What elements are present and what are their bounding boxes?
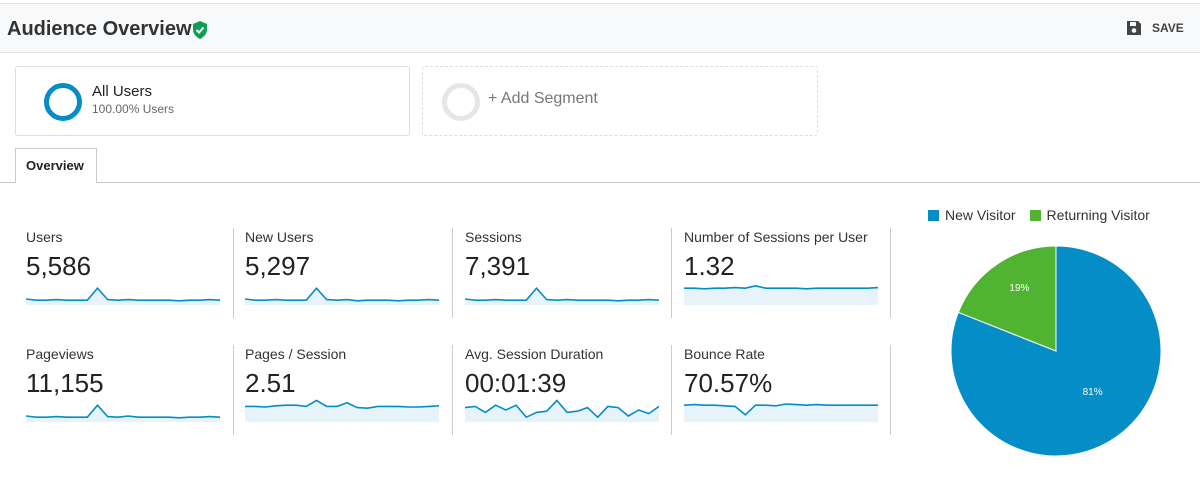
metric-value: 5,297 <box>245 251 311 281</box>
metric-sessions[interactable]: Sessions 7,391 <box>465 229 665 329</box>
sparkline-line <box>245 399 439 410</box>
metric-avg-session-duration[interactable]: Avg. Session Duration 00:01:39 <box>465 346 665 446</box>
verified-shield-icon <box>193 21 207 39</box>
metric-value: 11,155 <box>26 368 104 398</box>
metric-sparkline <box>26 286 220 305</box>
metric-value: 5,586 <box>26 251 92 281</box>
metric-value: 00:01:39 <box>465 368 567 398</box>
segment-name: All Users <box>92 83 153 100</box>
metric-sparkline <box>26 403 220 422</box>
sparkline-area <box>684 285 878 305</box>
metric-label: Pages / Session <box>245 346 347 362</box>
pie-label: 19% <box>1009 283 1029 294</box>
legend-label: Returning Visitor <box>1046 207 1150 223</box>
metric-number-of-sessions-per-user[interactable]: Number of Sessions per User 1.32 <box>684 229 884 329</box>
metric-sparkline <box>245 286 439 305</box>
metric-bounce-rate[interactable]: Bounce Rate 70.57% <box>684 346 884 446</box>
metric-separator <box>671 228 672 318</box>
metric-sparkline <box>465 399 659 422</box>
save-icon <box>1127 21 1141 35</box>
pie-label: 81% <box>1083 387 1103 398</box>
segment-ring-icon <box>44 83 82 121</box>
legend-swatch <box>928 209 939 221</box>
metric-separator <box>233 228 234 318</box>
metric-separator <box>452 345 453 435</box>
metric-new-users[interactable]: New Users 5,297 <box>245 229 445 329</box>
metric-label: Avg. Session Duration <box>465 346 604 362</box>
sparkline-area <box>245 400 439 422</box>
metric-label: Sessions <box>465 229 522 245</box>
legend-item-new-visitor: New Visitor <box>928 207 1016 223</box>
sparkline-area <box>26 288 220 305</box>
add-segment-button[interactable]: + Add Segment <box>422 66 818 136</box>
add-segment-label: + Add Segment <box>488 90 598 107</box>
metric-separator <box>890 228 891 318</box>
metric-sparkline <box>245 399 439 422</box>
metric-sparkline <box>684 403 878 422</box>
metric-label: Pageviews <box>26 346 94 362</box>
metric-pages-session[interactable]: Pages / Session 2.51 <box>245 346 445 446</box>
sparkline-area <box>26 405 220 422</box>
metric-users[interactable]: Users 5,586 <box>26 229 226 329</box>
segment-all-users[interactable]: All Users 100.00% Users <box>15 66 410 136</box>
metric-pageviews[interactable]: Pageviews 11,155 <box>26 346 226 446</box>
metric-label: Users <box>26 229 63 245</box>
sparkline-line <box>26 403 220 419</box>
sparkline-line <box>684 284 878 290</box>
sparkline-line <box>465 286 659 302</box>
metric-value: 2.51 <box>245 368 296 398</box>
tab-divider <box>0 182 1200 183</box>
visitor-pie-chart: 81% 19% <box>950 245 1162 457</box>
sparkline-area <box>465 400 659 422</box>
metric-separator <box>233 345 234 435</box>
legend-item-returning-visitor: Returning Visitor <box>1029 207 1150 223</box>
metric-value: 70.57% <box>684 368 773 398</box>
save-button[interactable]: SAVE <box>1126 20 1184 36</box>
metric-separator <box>890 345 891 435</box>
save-label: SAVE <box>1152 21 1184 35</box>
tab-overview[interactable]: Overview <box>15 148 97 183</box>
metric-sparkline <box>684 284 878 305</box>
sparkline-line <box>245 286 439 302</box>
metric-separator <box>671 345 672 435</box>
metric-label: Number of Sessions per User <box>684 229 868 245</box>
metric-sparkline <box>465 286 659 305</box>
pie-slice-returning-visitor[interactable] <box>957 245 1057 352</box>
sparkline-area <box>245 288 439 305</box>
sparkline-line <box>684 403 878 416</box>
legend-label: New Visitor <box>945 207 1016 223</box>
sparkline-area <box>684 404 878 422</box>
sparkline-line <box>26 286 220 302</box>
page-title: Audience Overview <box>7 18 192 40</box>
metric-value: 1.32 <box>684 251 735 281</box>
metric-separator <box>452 228 453 318</box>
segment-subtitle: 100.00% Users <box>92 102 175 116</box>
metric-value: 7,391 <box>465 251 531 281</box>
metric-label: Bounce Rate <box>684 346 765 362</box>
sparkline-line <box>465 399 659 419</box>
empty-segment-ring-icon <box>442 83 480 121</box>
pie-legend: New Visitor Returning Visitor <box>928 207 1150 223</box>
legend-swatch <box>1029 209 1041 221</box>
sparkline-area <box>465 288 659 305</box>
metric-label: New Users <box>245 229 314 245</box>
